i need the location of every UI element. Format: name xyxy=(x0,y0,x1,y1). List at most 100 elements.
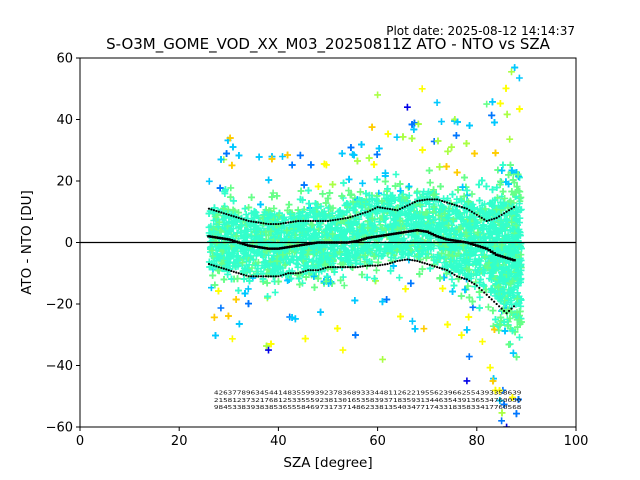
scatter-point xyxy=(477,276,484,283)
scatter-point xyxy=(235,287,242,294)
scatter-point xyxy=(500,199,507,207)
scatter-point xyxy=(337,276,345,284)
scatter-point xyxy=(387,267,395,275)
scatter-point xyxy=(449,288,456,295)
scatter-point xyxy=(449,190,456,198)
scatter-point xyxy=(365,154,373,162)
scatter-point xyxy=(465,294,473,301)
scatter-point xyxy=(448,275,456,283)
scatter-point xyxy=(479,338,486,345)
scatter-point xyxy=(296,151,304,159)
scatter-point xyxy=(294,206,302,214)
scatter-point xyxy=(509,176,517,184)
scatter-point xyxy=(296,281,304,288)
scatter-point xyxy=(512,216,520,223)
scatter-point xyxy=(409,317,416,325)
scatter-point xyxy=(265,207,273,215)
scatter-point xyxy=(227,184,235,192)
scatter-point xyxy=(491,242,499,250)
scatter-point xyxy=(245,204,253,211)
scatter-point xyxy=(452,203,459,211)
scatter-point xyxy=(454,186,462,194)
scatter-point xyxy=(220,276,228,283)
scatter-point xyxy=(478,177,486,184)
scatter-point xyxy=(517,257,525,264)
scatter-point xyxy=(223,150,230,157)
plot-date: Plot date: 2025-08-12 14:14:37 xyxy=(386,24,575,38)
scatter-point xyxy=(475,181,483,189)
scatter-point xyxy=(345,187,352,194)
scatter-point xyxy=(310,272,318,280)
scatter-point xyxy=(271,289,279,296)
scatter-point xyxy=(288,161,296,169)
scatter-point xyxy=(405,183,413,190)
scatter-point xyxy=(491,196,499,204)
scatter-point xyxy=(515,396,522,403)
scatter-point xyxy=(384,130,392,138)
scatter-point xyxy=(444,321,451,328)
scatter-point xyxy=(269,189,277,197)
scatter-point xyxy=(458,331,465,339)
scatter-point xyxy=(381,169,389,177)
scatter-point xyxy=(241,205,249,213)
scatter-point xyxy=(248,193,255,201)
scatter-point xyxy=(380,191,388,199)
scatter-point xyxy=(216,184,224,192)
scatter-point xyxy=(322,199,330,207)
scatter-point xyxy=(323,278,330,285)
scatter-point xyxy=(373,176,381,183)
scatter-point xyxy=(499,161,507,169)
scatter-point xyxy=(273,192,281,200)
scatter-point xyxy=(362,190,370,197)
scatter-point xyxy=(267,340,275,348)
scatter-point xyxy=(496,397,504,404)
scatter-point xyxy=(508,218,515,226)
scatter-point xyxy=(257,201,264,208)
scatter-point xyxy=(508,167,516,174)
scatter-point xyxy=(317,308,324,316)
scatter-point xyxy=(463,140,470,147)
scatter-point xyxy=(354,157,361,165)
scatter-point xyxy=(491,326,498,333)
scatter-point xyxy=(416,270,423,278)
scatter-point xyxy=(443,270,450,277)
scatter-point xyxy=(245,300,252,308)
scatter-point xyxy=(411,325,419,333)
scatter-point xyxy=(228,161,236,169)
scatter-point xyxy=(392,171,400,178)
scatter-point xyxy=(240,275,248,283)
scatter-point xyxy=(338,150,346,157)
scatter-point xyxy=(391,182,399,190)
scatter-point xyxy=(244,285,252,293)
scatter-point xyxy=(489,98,496,106)
scatter-point xyxy=(215,223,222,231)
scatter-point xyxy=(492,386,499,394)
scatter-point xyxy=(501,195,509,202)
scatter-point xyxy=(487,285,495,293)
scatter-point xyxy=(319,190,327,198)
scatter-point xyxy=(224,230,232,237)
scatter-point xyxy=(476,304,483,312)
scatter-point xyxy=(356,201,363,209)
scatter-point xyxy=(513,183,521,191)
scatter-point xyxy=(308,221,315,229)
scatter-point xyxy=(516,320,524,328)
scatter-point xyxy=(496,321,504,329)
scatter-point xyxy=(461,174,468,181)
scatter-point xyxy=(230,197,237,205)
scatter-point xyxy=(501,327,509,335)
scatter-point xyxy=(419,146,426,154)
scatter-point xyxy=(268,193,276,201)
scatter-point xyxy=(205,177,213,185)
scatter-point xyxy=(215,287,222,295)
scatter-point xyxy=(438,118,445,125)
scatter-point xyxy=(232,296,240,303)
scatter-point xyxy=(212,332,219,339)
scatter-point xyxy=(375,145,383,152)
scatter-point xyxy=(480,281,487,289)
scatter-point xyxy=(469,298,476,305)
scatter-point xyxy=(363,273,371,281)
scatter-point xyxy=(324,194,332,202)
scatter-point xyxy=(426,179,434,187)
